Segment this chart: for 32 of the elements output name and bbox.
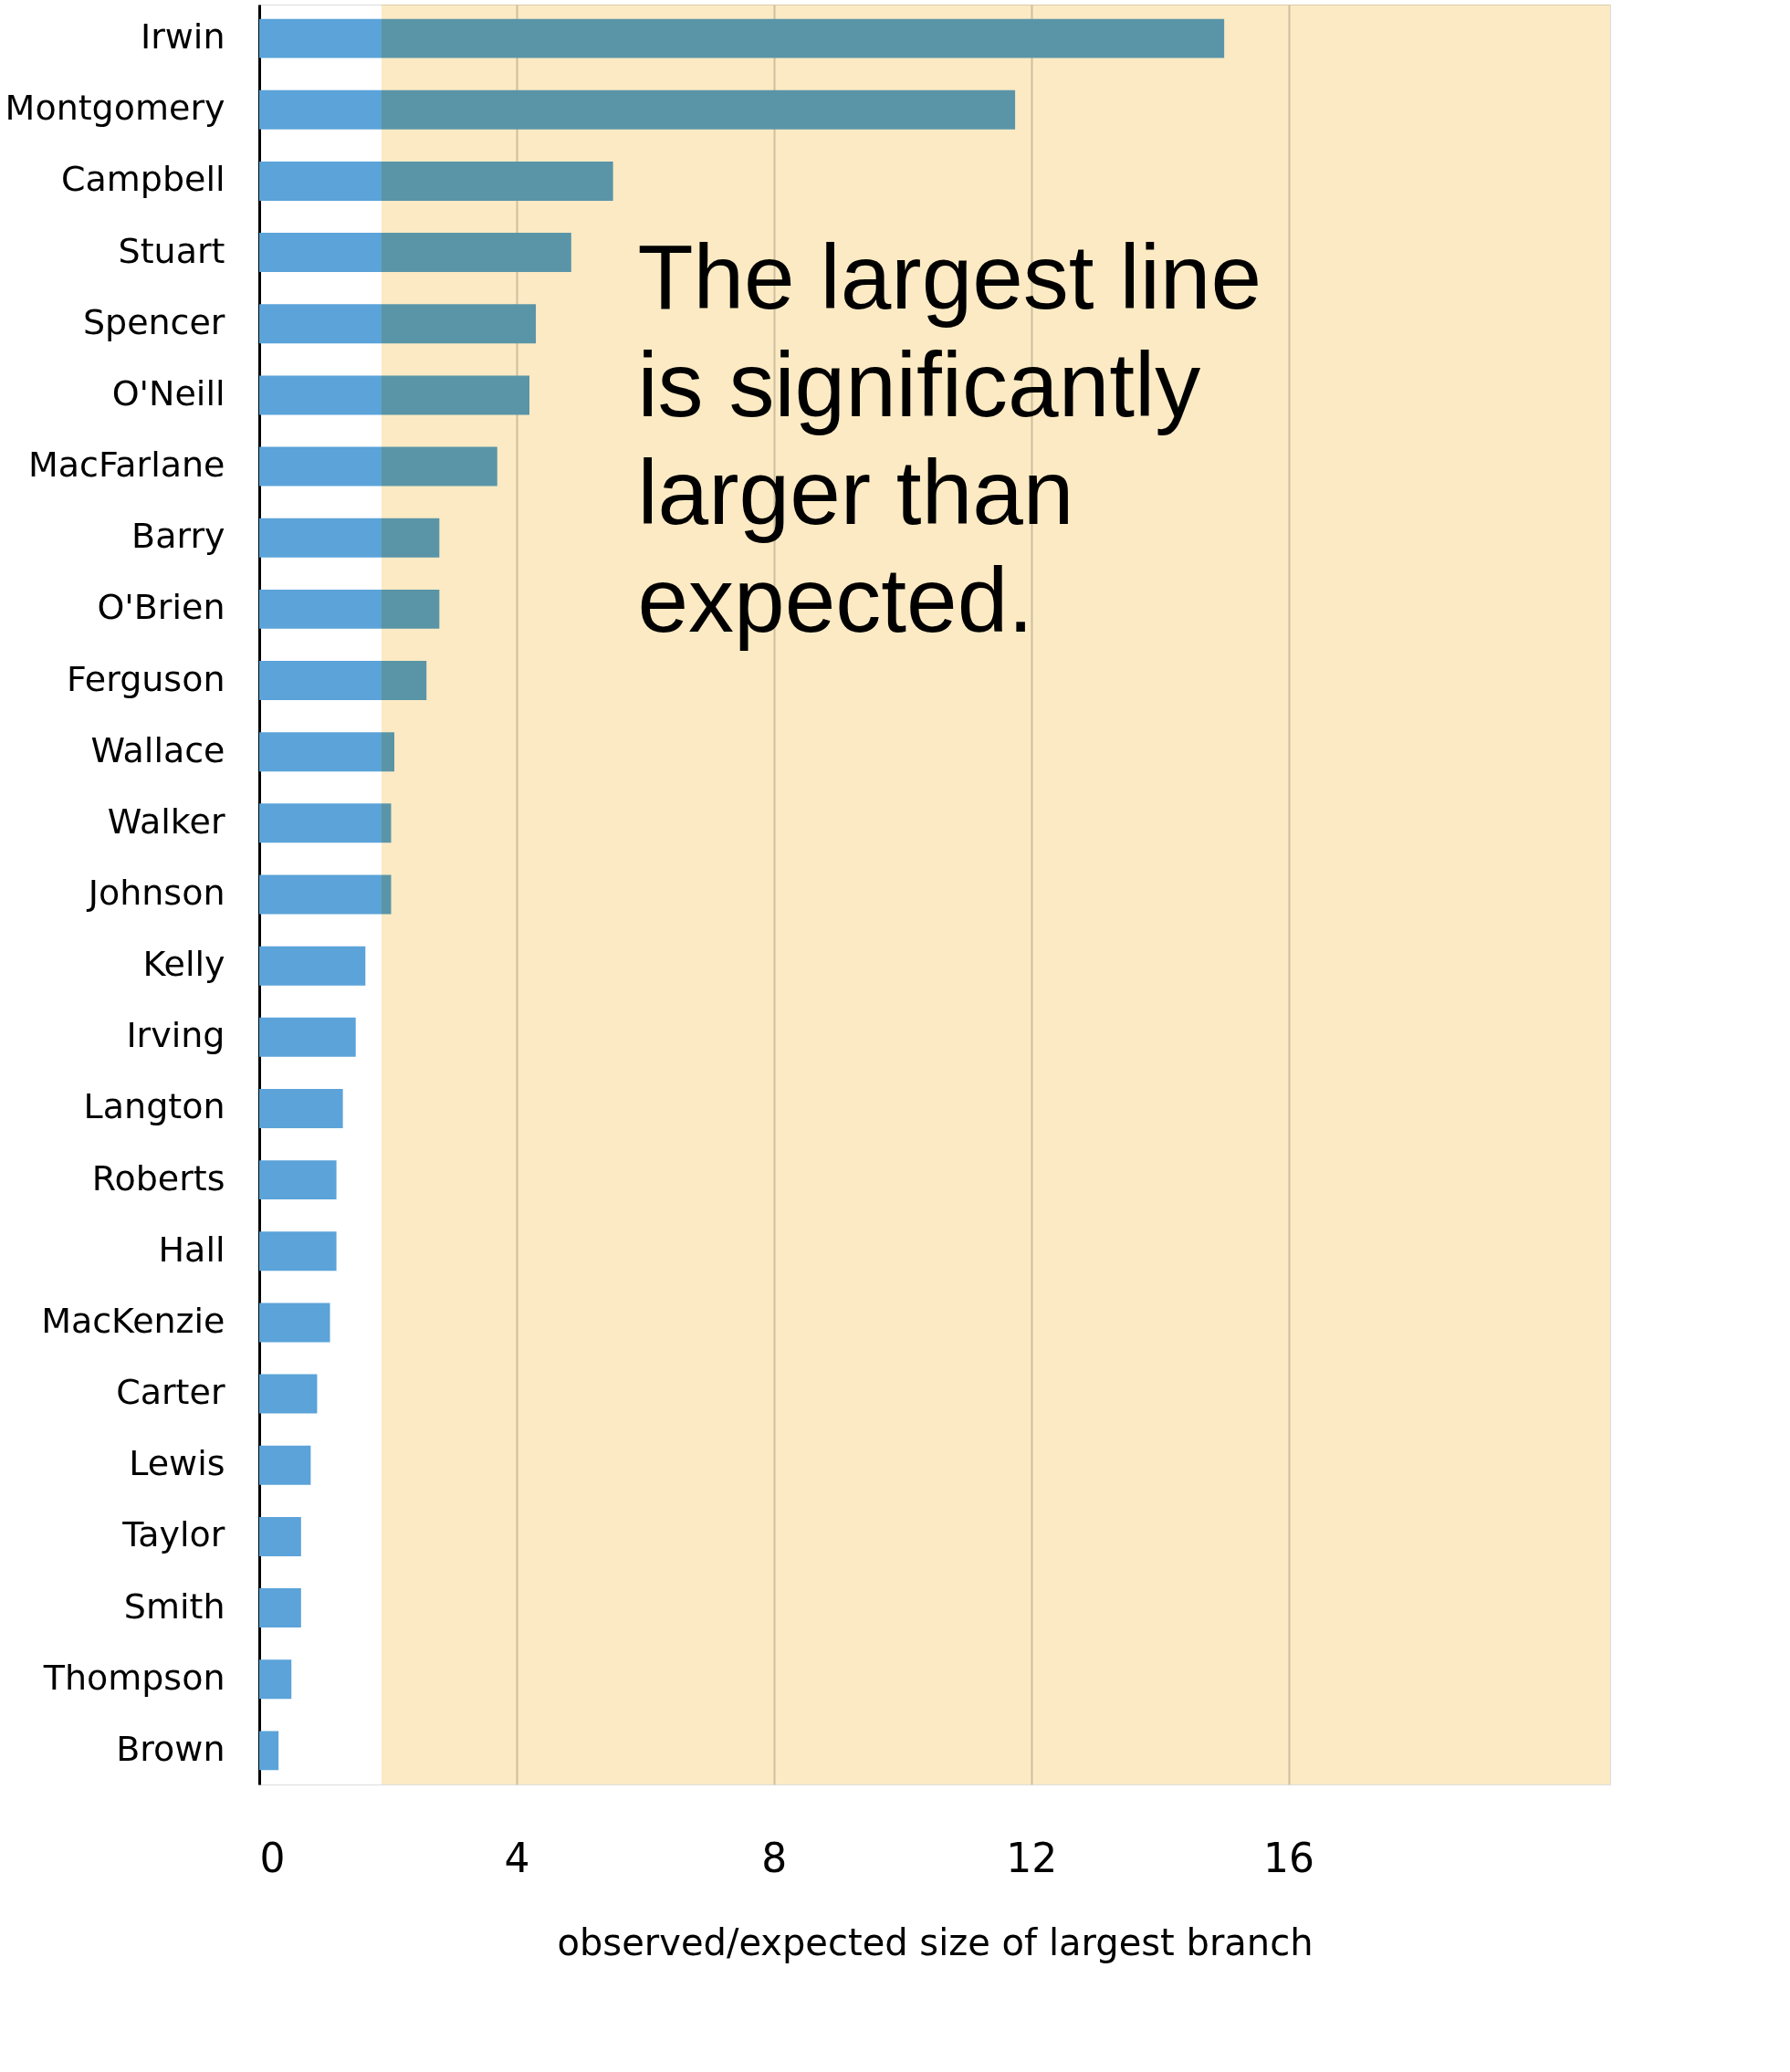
x-axis-title: observed/expected size of largest branch bbox=[557, 1920, 1314, 1963]
y-tick-label: Johnson bbox=[86, 873, 225, 913]
y-tick-label: Carter bbox=[116, 1372, 225, 1413]
y-tick-label: Langton bbox=[83, 1086, 225, 1127]
y-tick-label: Smith bbox=[123, 1585, 225, 1627]
y-tick-label: Stuart bbox=[118, 230, 225, 271]
y-tick-label: Montgomery bbox=[5, 88, 225, 129]
y-tick-label: Roberts bbox=[91, 1157, 225, 1198]
y-tick-label: Ferguson bbox=[67, 658, 225, 699]
y-tick-label: Spencer bbox=[82, 301, 225, 342]
y-tick-label: MacFarlane bbox=[27, 445, 225, 486]
y-tick-label: Thompson bbox=[42, 1657, 225, 1698]
y-tick-label: Walker bbox=[107, 801, 225, 842]
y-tick-label: Irving bbox=[126, 1015, 225, 1056]
y-tick-label: Kelly bbox=[142, 944, 225, 985]
y-tick-label: Brown bbox=[116, 1728, 225, 1769]
y-tick-label: Campbell bbox=[60, 159, 225, 200]
x-tick-label: 16 bbox=[1263, 1834, 1315, 1881]
x-tick-label: 0 bbox=[259, 1834, 286, 1881]
y-tick-label: O'Brien bbox=[97, 587, 225, 628]
y-tick-label: O'Neill bbox=[111, 372, 225, 413]
y-tick-label: Wallace bbox=[90, 729, 225, 770]
y-tick-label: MacKenzie bbox=[41, 1300, 225, 1341]
y-tick-label: Hall bbox=[158, 1229, 225, 1270]
y-tick-label: Irwin bbox=[140, 16, 225, 58]
annotation: The largest line is significantly larger than expected. bbox=[637, 225, 1262, 651]
x-tick-label: 12 bbox=[1006, 1834, 1058, 1881]
y-tick-label: Barry bbox=[131, 516, 225, 557]
y-tick-label: Lewis bbox=[129, 1443, 225, 1484]
y-tick-label: Taylor bbox=[121, 1514, 225, 1555]
x-tick-label: 8 bbox=[761, 1834, 788, 1881]
x-tick-label: 4 bbox=[504, 1834, 530, 1881]
